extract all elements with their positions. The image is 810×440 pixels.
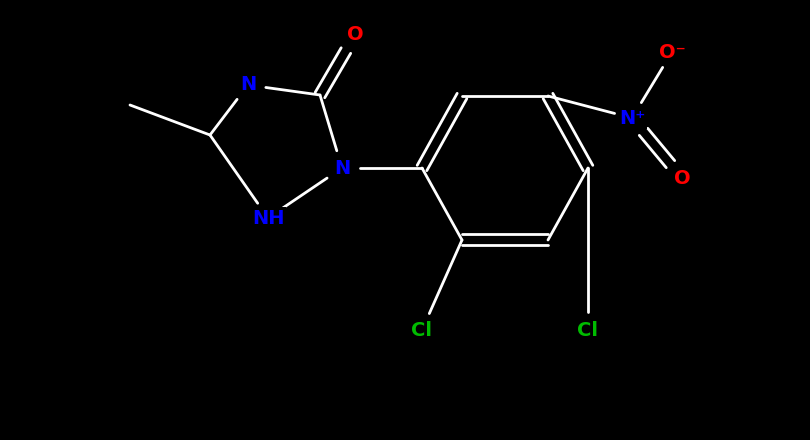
Text: N: N (240, 76, 256, 95)
Text: Cl: Cl (411, 320, 433, 340)
Text: Cl: Cl (578, 320, 599, 340)
Text: O⁻: O⁻ (659, 43, 685, 62)
Text: O: O (347, 26, 364, 44)
Text: N⁺: N⁺ (619, 109, 646, 128)
Text: O: O (674, 169, 690, 187)
Text: N: N (334, 158, 350, 177)
Text: NH: NH (252, 209, 284, 227)
